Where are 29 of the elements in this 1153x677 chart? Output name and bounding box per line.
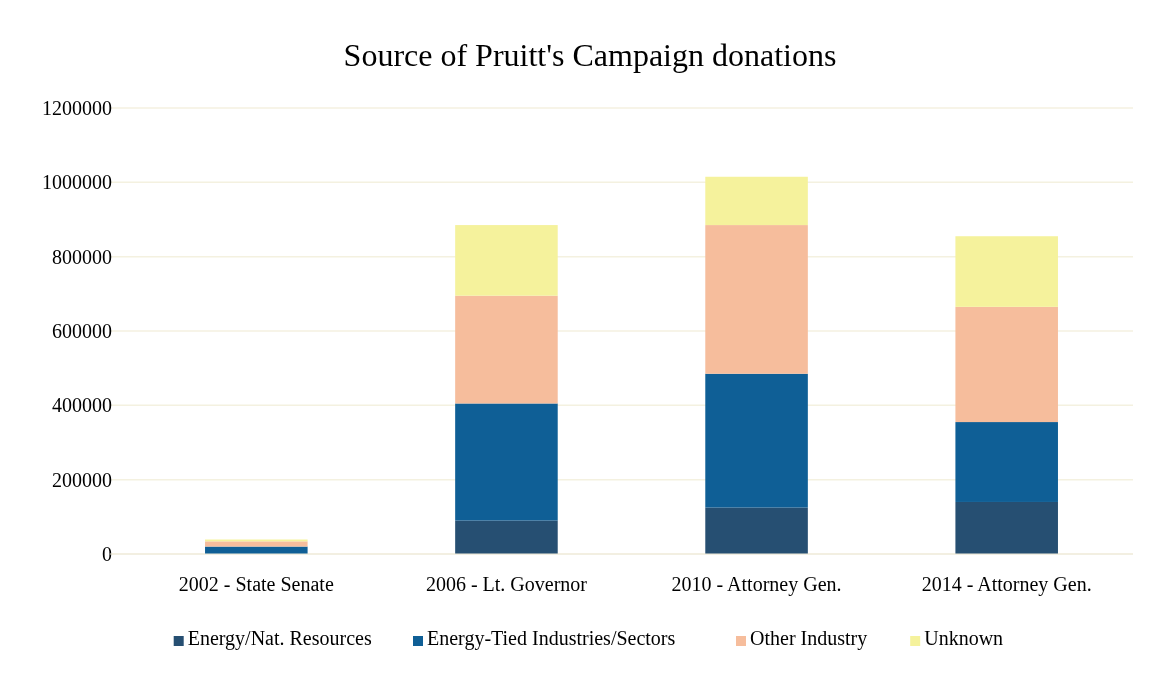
- bar: [705, 507, 808, 554]
- bar: [455, 225, 558, 296]
- legend-label: Unknown: [924, 627, 1004, 649]
- bar: [205, 541, 308, 547]
- x-tick-label: 2010 - Attorney Gen.: [671, 573, 842, 596]
- bar: [955, 236, 1058, 307]
- chart-title: Source of Pruitt's Campaign donations: [343, 37, 837, 73]
- y-tick-label: 800000: [52, 245, 112, 268]
- x-tick-label: 2006 - Lt. Governor: [425, 573, 588, 595]
- y-tick-label: 200000: [52, 468, 112, 491]
- legend-label: Energy-Tied Industries/Sectors: [427, 627, 676, 650]
- y-tick-label: 600000: [52, 320, 112, 342]
- bar: [955, 501, 1058, 554]
- x-tick-label: 2014 - Attorney Gen.: [921, 573, 1092, 596]
- bar: [705, 176, 808, 226]
- bar: [455, 295, 558, 404]
- y-tick-label: 1200000: [42, 97, 112, 119]
- bar: [455, 403, 558, 521]
- bar: [955, 422, 1058, 502]
- y-tick-label: 1000000: [42, 171, 112, 194]
- y-tick-label: 0: [102, 543, 112, 565]
- y-tick-label: 400000: [52, 394, 112, 417]
- bar: [705, 225, 808, 374]
- bar: [705, 373, 808, 508]
- bar: [455, 520, 558, 554]
- bar: [955, 306, 1058, 423]
- x-tick-label: 2002 - State Senate: [178, 573, 334, 595]
- legend-label: Other Industry: [750, 627, 868, 650]
- legend-label: Energy/Nat. Resources: [187, 627, 372, 650]
